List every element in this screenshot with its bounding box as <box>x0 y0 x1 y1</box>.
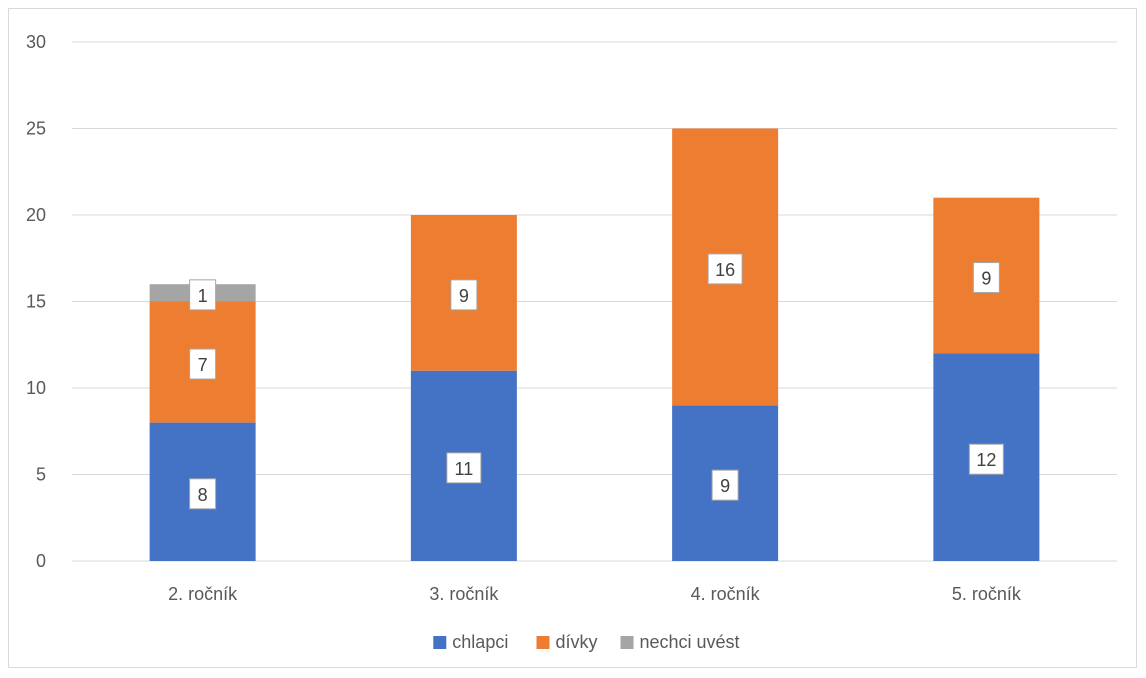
y-tick-label: 30 <box>26 32 46 52</box>
y-tick-label: 25 <box>26 119 46 139</box>
data-label-box <box>968 443 1004 475</box>
legend-swatch <box>620 636 634 649</box>
data-label-box <box>189 478 217 510</box>
data-label: 1 <box>198 286 208 306</box>
data-label: 12 <box>976 450 996 470</box>
legend-label: chlapci <box>452 632 508 652</box>
y-tick-label: 15 <box>26 292 46 312</box>
legend-label: dívky <box>556 632 598 652</box>
data-label: 9 <box>459 286 469 306</box>
y-tick-label: 20 <box>26 205 46 225</box>
x-category-label: 4. ročník <box>691 584 761 604</box>
y-tick-label: 5 <box>36 465 46 485</box>
legend-swatch <box>433 636 447 649</box>
legend-label: nechci uvést <box>640 632 740 652</box>
legend-swatch <box>536 636 550 649</box>
x-category-label: 3. ročník <box>429 584 499 604</box>
data-label: 9 <box>981 269 991 289</box>
data-label-box <box>450 279 478 311</box>
y-tick-label: 10 <box>26 378 46 398</box>
data-label: 9 <box>720 476 730 496</box>
data-label-box <box>189 348 217 380</box>
data-label: 11 <box>455 459 474 479</box>
data-label-box <box>189 279 217 311</box>
data-label-box <box>711 469 739 501</box>
data-label-box <box>972 262 1000 294</box>
y-tick-label: 0 <box>36 551 46 571</box>
data-label-box <box>707 253 743 285</box>
data-label-box <box>446 452 482 484</box>
data-label: 7 <box>198 355 208 375</box>
data-label: 16 <box>715 260 735 280</box>
x-category-label: 2. ročník <box>168 584 238 604</box>
data-label: 8 <box>198 485 208 505</box>
x-category-label: 5. ročník <box>952 584 1022 604</box>
